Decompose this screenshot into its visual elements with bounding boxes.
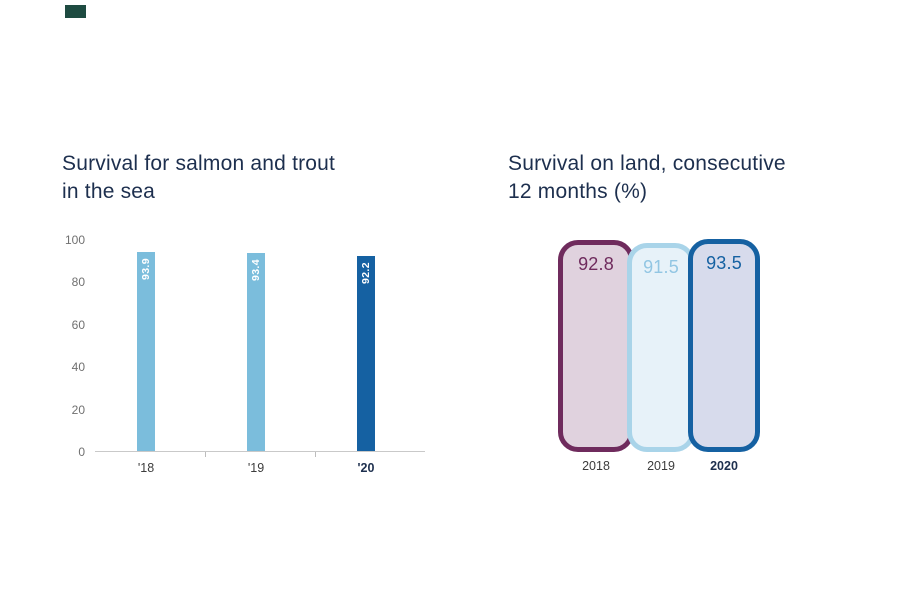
bar-19: 93.4: [247, 253, 265, 451]
sea-chart-title: Survival for salmon and trout in the sea: [62, 150, 462, 206]
pill-x-label-2019: 2019: [647, 459, 675, 473]
bar-value-label-20: 92.2: [360, 261, 372, 284]
brand-mark: [65, 5, 86, 18]
bar-value-label-18: 93.9: [140, 257, 152, 280]
sea-chart-title-line2: in the sea: [62, 180, 156, 203]
land-chart-title-line2: 12 months (%): [508, 180, 648, 203]
y-axis-label-0: 0: [78, 445, 85, 459]
x-axis-tick: [315, 452, 316, 457]
y-axis-label-100: 100: [64, 233, 85, 247]
pill-2018: 92.8: [558, 240, 634, 452]
bar-value-label-19: 93.4: [250, 259, 262, 282]
sea-chart-title-line1: Survival for salmon and trout: [62, 152, 336, 175]
bar-20: 92.2: [357, 255, 375, 451]
sea-survival-bar-chart: 0 20 40 60 80 100 93.9 '18 93.4 '19 92.2 '20: [65, 233, 425, 475]
land-chart-title: Survival on land, consecutive 12 months …: [508, 150, 888, 206]
pill-2020: 93.5: [688, 239, 760, 452]
pill-value-label-2020: 93.5: [706, 253, 742, 273]
pill-x-label-2018: 2018: [582, 459, 610, 473]
y-axis-label-20: 20: [71, 402, 85, 417]
x-axis-label-19: '19: [247, 461, 265, 475]
land-survival-pill-chart: 92.8 91.5 93.5: [550, 230, 770, 452]
land-chart-title-line1: Survival on land, consecutive: [508, 152, 786, 175]
pill-value-label-2019: 91.5: [643, 257, 679, 277]
y-axis-label-40: 40: [71, 360, 85, 375]
land-chart-x-labels: 2018 2019 2020: [550, 459, 770, 477]
bar-18: 93.9: [137, 251, 155, 451]
pill-2019: 91.5: [627, 243, 695, 452]
x-axis-label-18: '18: [137, 461, 155, 475]
pill-x-label-2020: 2020: [710, 459, 738, 473]
x-axis-label-20: '20: [357, 461, 375, 475]
y-axis-label-80: 80: [71, 275, 85, 290]
y-axis-label-60: 60: [71, 317, 85, 332]
x-axis-tick: [205, 452, 206, 457]
x-axis-line: [95, 451, 425, 452]
pill-value-label-2018: 92.8: [578, 254, 614, 274]
